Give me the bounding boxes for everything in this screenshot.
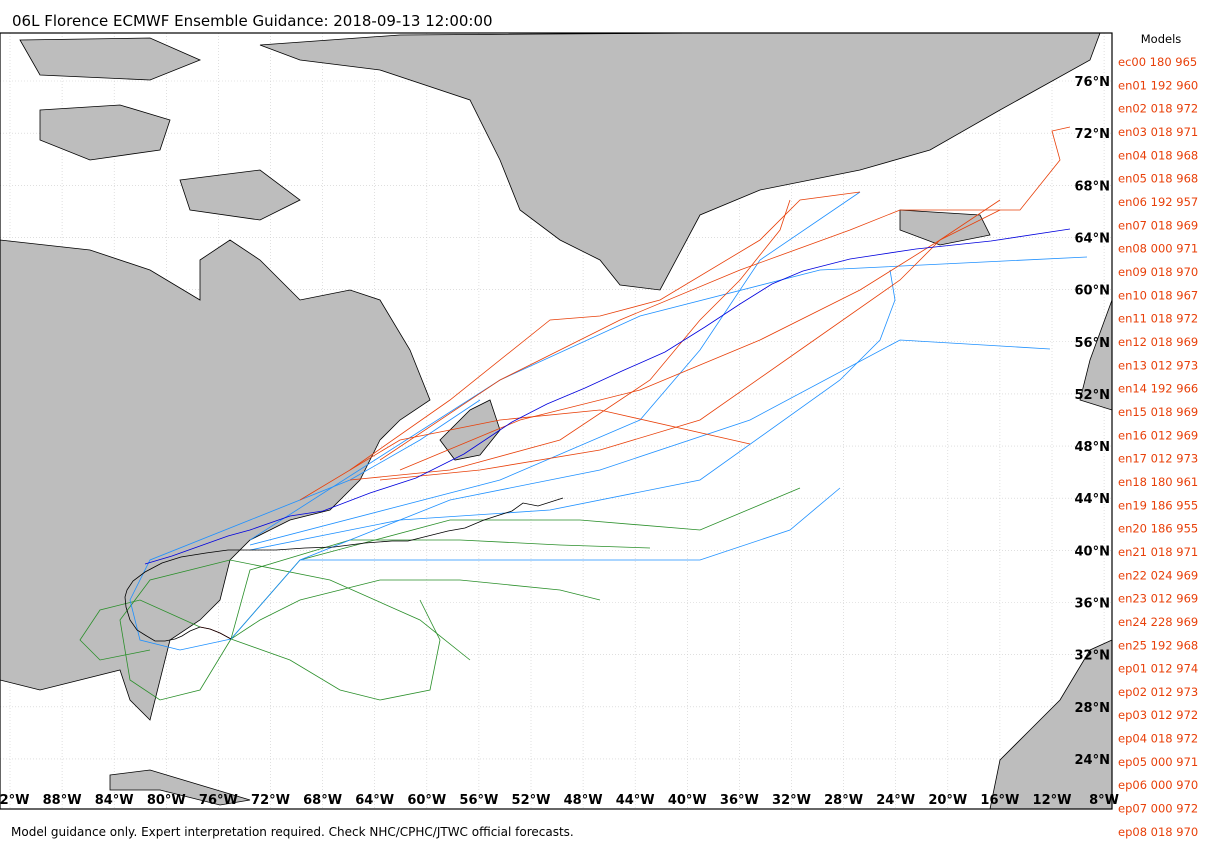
lon-label: 56°W [459,793,498,808]
legend-item: ep08 018 970 [1118,825,1198,839]
legend-item: en19 186 955 [1118,498,1198,512]
legend-item: en04 018 968 [1118,148,1198,162]
legend-item: en15 018 969 [1118,405,1198,419]
legend-item: ep04 018 972 [1118,732,1198,746]
lon-label: 76°W [199,793,238,808]
legend-item: en09 018 970 [1118,265,1198,279]
lat-label: 72°N [1075,127,1110,142]
legend-item: en20 186 955 [1118,522,1198,536]
lat-label: 40°N [1075,544,1110,559]
lat-label: 76°N [1075,75,1110,90]
legend-item: en10 018 967 [1118,288,1198,302]
lon-label: 12°W [1033,793,1072,808]
lon-label: 48°W [564,793,603,808]
lon-label: 16°W [980,793,1019,808]
legend-item: ep06 000 970 [1118,778,1198,792]
legend-item: en01 192 960 [1118,78,1198,92]
lon-label: 88°W [43,793,82,808]
lon-label: 8°W [1089,793,1119,808]
legend-item: en03 018 971 [1118,125,1198,139]
legend-item: en17 012 973 [1118,452,1198,466]
legend-item: en13 012 973 [1118,358,1198,372]
lat-label: 32°N [1075,649,1110,664]
legend-item: en18 180 961 [1118,475,1198,489]
lat-label: 36°N [1075,597,1110,612]
title: 06L Florence ECMWF Ensemble Guidance: 20… [12,12,493,30]
legend-item: en07 018 969 [1118,218,1198,232]
map-frame [0,32,1113,810]
legend-item: en24 228 969 [1118,615,1198,629]
arctic-island [39,104,171,161]
legend-item: ep01 012 974 [1118,662,1198,676]
legend-item: en06 192 957 [1118,195,1198,209]
legend-item: en02 018 972 [1118,102,1198,116]
lat-label: 64°N [1075,231,1110,246]
legend-title: Models [1141,32,1182,46]
lat-label: 28°N [1075,701,1110,716]
arctic-island [179,169,301,221]
legend-item: en12 018 969 [1118,335,1198,349]
lon-label: 92°W [0,793,29,808]
arctic-island [19,37,202,81]
lat-label: 24°N [1075,753,1110,768]
lon-label: 20°W [928,793,967,808]
lon-label: 72°W [251,793,290,808]
iceland [899,209,991,246]
lon-label: 84°W [95,793,134,808]
greenland [259,32,1101,291]
lon-label: 40°W [668,793,707,808]
lat-label: 60°N [1075,284,1110,299]
cuba [109,769,251,806]
legend-item: en05 018 968 [1118,172,1198,186]
footer: Model guidance only. Expert interpretati… [11,825,574,839]
legend-item: en23 012 969 [1118,592,1198,606]
lon-label: 36°W [720,793,759,808]
legend-item: en16 012 969 [1118,428,1198,442]
map [0,32,1113,810]
legend-item: ep02 012 973 [1118,685,1198,699]
legend-item: en21 018 971 [1118,545,1198,559]
legend-item: en11 018 972 [1118,312,1198,326]
lon-label: 52°W [512,793,551,808]
lon-label: 68°W [303,793,342,808]
lat-label: 56°N [1075,336,1110,351]
lat-label: 44°N [1075,492,1110,507]
lat-label: 48°N [1075,440,1110,455]
lon-label: 60°W [407,793,446,808]
lon-label: 64°W [355,793,394,808]
north-america [0,239,431,721]
lon-label: 28°W [824,793,863,808]
legend-item: en25 192 968 [1118,638,1198,652]
tracks [79,126,1088,701]
lon-label: 44°W [616,793,655,808]
legend-item: en14 192 966 [1118,382,1198,396]
lon-label: 80°W [147,793,186,808]
legend-item: ep07 000 972 [1118,802,1198,816]
lat-label: 52°N [1075,388,1110,403]
lon-label: 32°W [772,793,811,808]
legend-item: en22 024 969 [1118,568,1198,582]
lat-label: 68°N [1075,179,1110,194]
lon-label: 24°W [876,793,915,808]
legend-item: en08 000 971 [1118,242,1198,256]
legend-item: ec00 180 965 [1118,55,1197,69]
legend-item: ep03 012 972 [1118,708,1198,722]
legend-item: ep05 000 971 [1118,755,1198,769]
